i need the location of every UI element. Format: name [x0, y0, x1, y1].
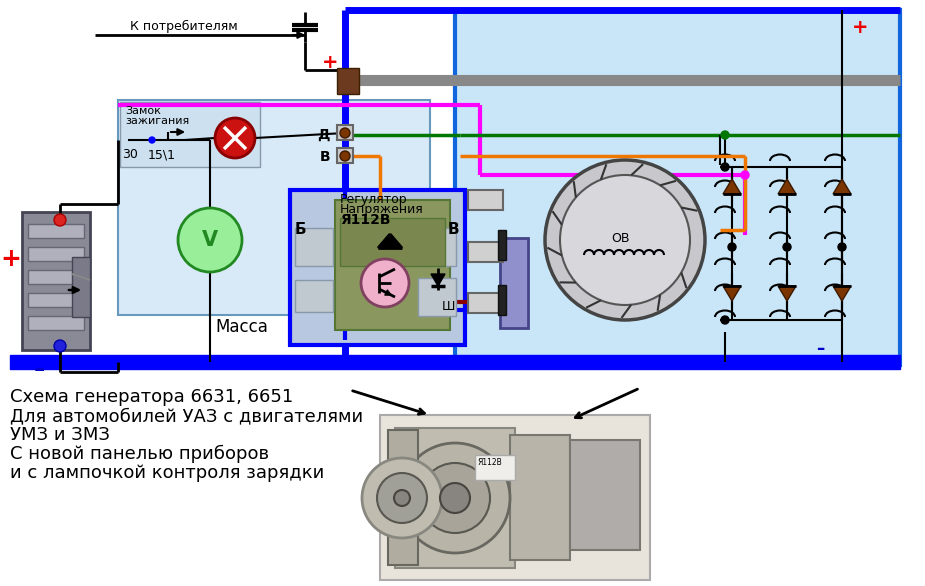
Text: +: + — [852, 18, 869, 37]
Bar — [10, 355, 900, 369]
Bar — [380, 415, 650, 580]
Text: –: – — [34, 360, 45, 380]
Text: Масса: Масса — [215, 318, 268, 336]
Text: Я112В: Я112В — [477, 458, 501, 467]
Circle shape — [361, 259, 409, 307]
Text: УМЗ и ЗМЗ: УМЗ и ЗМЗ — [10, 426, 110, 444]
Bar — [510, 435, 570, 560]
Circle shape — [340, 151, 350, 161]
Bar — [418, 228, 456, 266]
Bar — [337, 148, 353, 163]
Bar — [475, 455, 515, 480]
Text: Я112В: Я112В — [340, 213, 390, 227]
Circle shape — [721, 316, 729, 324]
Circle shape — [741, 171, 749, 179]
Bar — [28, 224, 84, 238]
Text: +: + — [322, 53, 339, 72]
Text: К потребителям: К потребителям — [130, 20, 238, 33]
Bar — [570, 440, 640, 550]
Text: Ш: Ш — [442, 300, 455, 313]
Circle shape — [400, 443, 510, 553]
Bar — [337, 125, 353, 140]
Circle shape — [545, 160, 705, 320]
Circle shape — [54, 340, 66, 352]
Text: ОВ: ОВ — [611, 232, 630, 245]
Bar — [28, 316, 84, 330]
Text: –: – — [816, 340, 824, 358]
Text: Для автомобилей УАЗ с двигателями: Для автомобилей УАЗ с двигателями — [10, 407, 364, 425]
Text: В: В — [448, 222, 460, 237]
Text: Схема генератора 6631, 6651: Схема генератора 6631, 6651 — [10, 388, 293, 406]
Bar — [120, 102, 260, 167]
Circle shape — [783, 243, 791, 251]
Bar — [295, 280, 333, 312]
Bar — [455, 10, 900, 365]
Bar — [498, 230, 506, 260]
Bar — [500, 238, 528, 328]
Circle shape — [721, 131, 729, 139]
Text: 15\1: 15\1 — [148, 148, 176, 161]
Circle shape — [721, 163, 729, 171]
Text: +: + — [0, 247, 21, 271]
Circle shape — [440, 483, 470, 513]
Circle shape — [340, 128, 350, 138]
Circle shape — [377, 473, 427, 523]
Bar — [295, 228, 333, 266]
Bar — [468, 293, 503, 313]
Text: В: В — [319, 150, 330, 164]
Circle shape — [728, 243, 736, 251]
Circle shape — [560, 175, 690, 305]
Polygon shape — [723, 286, 741, 301]
Circle shape — [178, 208, 242, 272]
Bar — [28, 293, 84, 307]
Bar — [418, 278, 456, 316]
Bar — [468, 190, 503, 210]
Bar — [337, 68, 359, 94]
Circle shape — [54, 214, 66, 226]
Circle shape — [420, 463, 490, 533]
Polygon shape — [833, 286, 851, 301]
Polygon shape — [431, 274, 445, 286]
Circle shape — [394, 490, 410, 506]
Bar — [290, 190, 465, 345]
Bar — [340, 218, 445, 266]
Circle shape — [362, 458, 442, 538]
Bar — [28, 247, 84, 261]
Text: Д: Д — [317, 128, 330, 142]
Bar — [388, 430, 418, 565]
Bar — [498, 285, 506, 315]
Text: и с лампочкой контроля зарядки: и с лампочкой контроля зарядки — [10, 464, 325, 482]
Text: Напряжения: Напряжения — [340, 203, 424, 216]
Polygon shape — [778, 179, 796, 194]
Text: V: V — [202, 230, 218, 250]
Bar — [118, 100, 430, 315]
Text: Замок: Замок — [125, 106, 161, 116]
Polygon shape — [778, 286, 796, 301]
Bar — [72, 257, 90, 317]
Bar — [335, 200, 450, 330]
Text: С новой панелью приборов: С новой панелью приборов — [10, 445, 269, 464]
Circle shape — [149, 137, 155, 143]
Bar — [468, 242, 503, 262]
Bar — [28, 270, 84, 284]
Text: зажигания: зажигания — [125, 116, 190, 126]
Circle shape — [215, 118, 255, 158]
Text: 30: 30 — [122, 148, 138, 161]
Polygon shape — [378, 234, 402, 248]
Polygon shape — [833, 179, 851, 194]
Polygon shape — [723, 179, 741, 194]
Bar — [395, 428, 515, 568]
Text: Б: Б — [295, 222, 306, 237]
Bar — [22, 212, 90, 350]
Circle shape — [838, 243, 846, 251]
Text: Регулятор: Регулятор — [340, 193, 408, 206]
